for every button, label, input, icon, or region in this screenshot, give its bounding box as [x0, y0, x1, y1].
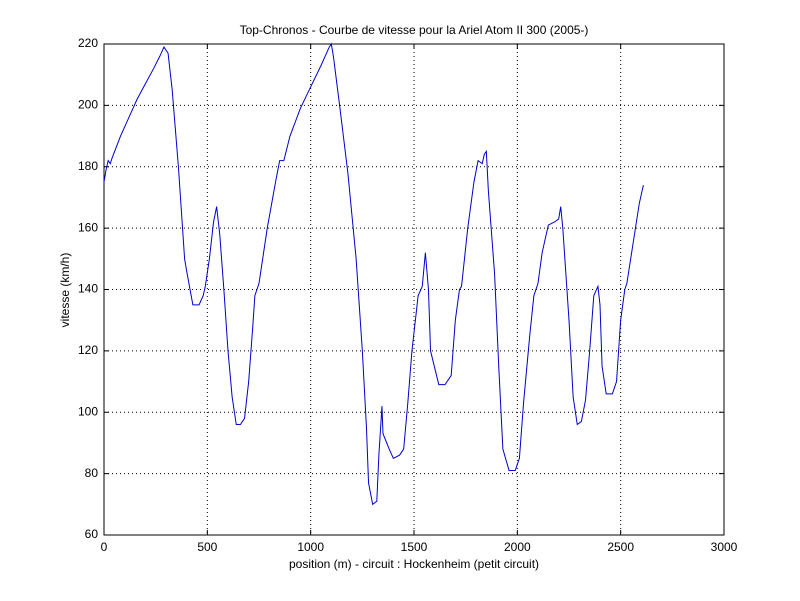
plot-frame [103, 43, 725, 536]
x-tick-label: 2000 [504, 540, 531, 554]
y-tick-label: 220 [78, 36, 98, 50]
x-tick-label: 500 [197, 540, 217, 554]
y-tick-label: 80 [85, 466, 99, 480]
y-tick-label: 180 [78, 159, 98, 173]
y-tick-label: 200 [78, 98, 98, 112]
x-tick-label: 3000 [711, 540, 738, 554]
y-tick-label: 60 [85, 527, 99, 541]
y-tick-label: 160 [78, 220, 98, 234]
x-tick-label: 2500 [607, 540, 634, 554]
y-axis-label: vitesse (km/h) [58, 253, 72, 328]
y-tick-label: 100 [78, 404, 98, 418]
chart-title: Top-Chronos - Courbe de vitesse pour la … [240, 23, 589, 37]
x-tick-label: 1000 [297, 540, 324, 554]
y-tick-label: 140 [78, 282, 98, 296]
x-axis-label: position (m) - circuit : Hockenheim (pet… [289, 557, 539, 571]
x-tick-label: 1500 [401, 540, 428, 554]
data-line [103, 42, 644, 506]
x-tick-label: 0 [101, 540, 108, 554]
y-tick-label: 120 [78, 343, 98, 357]
